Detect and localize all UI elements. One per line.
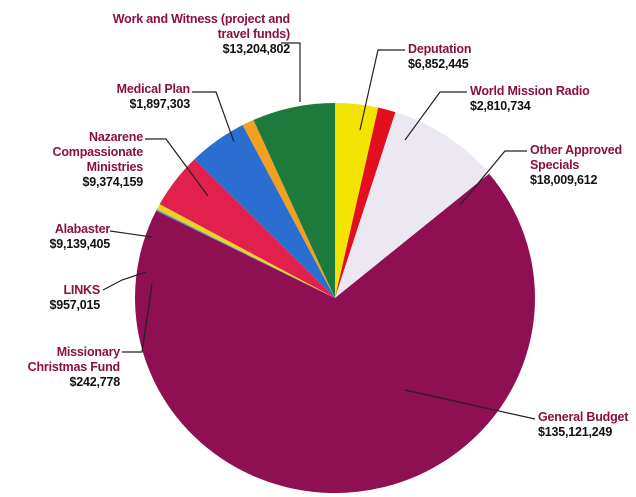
slice-label: Work and Witness (project and travel fun… [112,12,290,57]
pie-slice [335,103,379,298]
slice-label: Deputation $6,852,445 [408,42,528,72]
slice-value: $2,810,734 [470,99,531,113]
leader-line [145,138,209,197]
slice-name: Deputation [408,42,472,56]
slice-value: $242,778 [69,375,120,389]
slice-name: Missionary Christmas Fund [27,345,121,374]
leader-line [192,91,235,143]
leader-line [404,91,467,141]
pie-slice [335,107,396,298]
slice-label: Alabaster $9,139,405 [20,222,110,252]
slice-value: $9,374,159 [82,175,143,189]
slice-name: Work and Witness (project and travel fun… [112,12,290,41]
slice-value: $13,204,802 [222,42,291,56]
slice-value: $6,852,445 [408,57,469,71]
slice-name: LINKS [63,283,100,297]
slice-label: General Budget $135,121,249 [538,410,636,440]
slice-value: $957,015 [49,298,100,312]
slice-label: World Mission Radio $2,810,734 [470,84,636,114]
slice-name: Medical Plan [116,82,191,96]
slice-label: Medical Plan $1,897,303 [90,82,191,112]
slice-name: General Budget [538,410,629,424]
slice-label: Other Approved Specials $18,009,612 [530,143,636,188]
slice-name: Alabaster [54,222,110,236]
slice-value: $9,139,405 [49,237,110,251]
pie-slice [194,125,335,299]
pie-slice [335,112,490,298]
slice-name: World Mission Radio [470,84,590,98]
leader-line [359,49,405,131]
slice-value: $135,121,249 [538,425,613,439]
slice-name: Other Approved Specials [530,143,622,172]
slice-name: Nazarene Compassionate Ministries [52,130,144,174]
leader-line [459,150,527,206]
pie-slice [159,159,335,298]
leader-line [281,42,301,102]
slice-label: Missionary Christmas Fund $242,778 [10,345,121,390]
leader-line [122,283,153,353]
slice-label: Nazarene Compassionate Ministries $9,374,… [28,130,144,190]
pie-slice [242,119,335,298]
pie-slice [135,173,536,493]
leader-line [102,271,147,291]
slice-value: $1,897,303 [129,97,190,111]
slice-label: LINKS $957,015 [20,283,100,313]
pie-slice [156,209,335,298]
leader-line [404,389,536,420]
pie-slice [253,103,335,298]
slice-value: $18,009,612 [530,173,598,187]
leader-line [109,230,153,238]
pie-slice [156,204,335,298]
